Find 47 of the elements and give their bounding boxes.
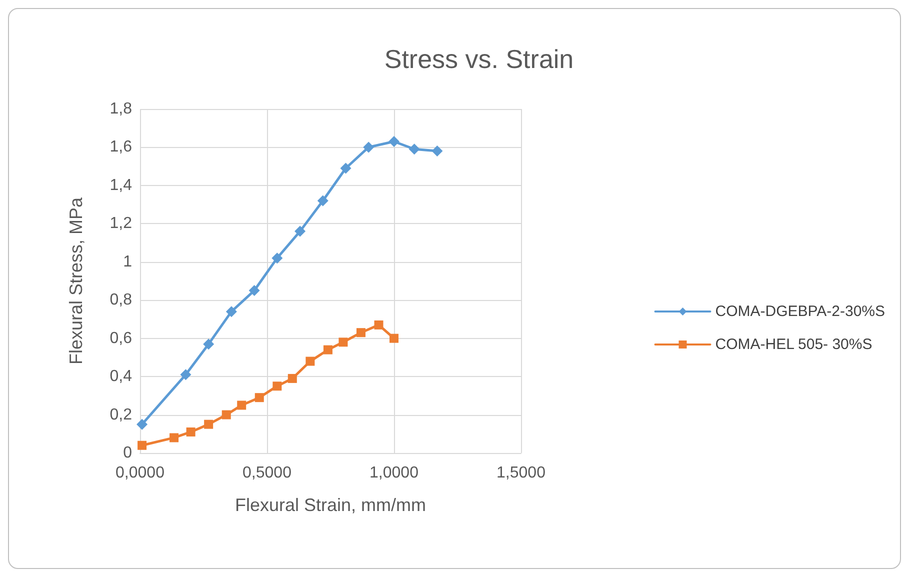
- point: [226, 306, 237, 318]
- y-tick-label: 1,2: [110, 215, 132, 232]
- x-tick-label: 0,5000: [242, 464, 292, 482]
- point: [363, 142, 374, 153]
- point: [272, 382, 282, 391]
- point: [186, 427, 196, 436]
- point: [254, 393, 264, 402]
- y-tick-label: 0,2: [110, 406, 132, 424]
- point: [317, 195, 328, 206]
- y-tick-label: 0,4: [110, 368, 132, 386]
- point: [237, 400, 246, 410]
- point: [136, 418, 148, 430]
- point: [222, 410, 231, 420]
- y-axis-title: Flexural Stress, MPa: [66, 196, 86, 365]
- point: [138, 440, 147, 450]
- x-tick-label: 0,0000: [116, 464, 165, 482]
- point: [180, 369, 192, 380]
- point: [408, 144, 420, 155]
- point: [432, 146, 443, 157]
- point: [204, 420, 214, 429]
- y-tick-label: 0,6: [110, 330, 132, 347]
- y-tick-label: 0: [123, 444, 132, 462]
- y-tick-label: 1,6: [110, 138, 132, 156]
- y-tick-label: 1: [123, 253, 132, 270]
- x-axis-title: Flexural Strain, mm/mm: [234, 495, 426, 515]
- point: [323, 345, 332, 354]
- point: [248, 285, 260, 296]
- point: [356, 328, 366, 338]
- point: [203, 338, 214, 350]
- point: [170, 433, 179, 442]
- point: [272, 252, 283, 264]
- x-tick-label: 1,0000: [370, 464, 419, 482]
- chart-title: Stress vs. Strain: [384, 44, 574, 74]
- point: [390, 334, 398, 343]
- point: [388, 136, 400, 147]
- x-tick-label: 1,5000: [496, 464, 546, 482]
- point: [306, 356, 315, 366]
- point: [374, 320, 384, 330]
- legend-label: COMA-DGEBPA-2-30%S: [715, 303, 886, 320]
- y-tick-label: 1,8: [110, 100, 132, 118]
- point: [340, 162, 352, 174]
- y-tick-label: 0,8: [110, 292, 132, 309]
- legend-label: COMA-HEL 505- 30%S: [715, 336, 872, 353]
- point: [288, 374, 297, 383]
- point: [294, 226, 306, 237]
- point: [338, 338, 348, 347]
- y-tick-label: 1,4: [110, 176, 132, 194]
